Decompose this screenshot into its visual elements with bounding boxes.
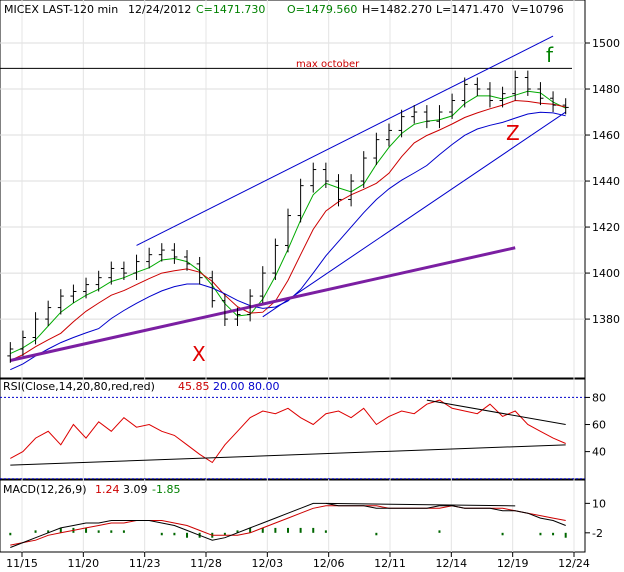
x-mark: X	[192, 342, 206, 366]
x-tick-label: 12/03	[251, 557, 283, 570]
overlay-layer	[0, 35, 572, 371]
price-tick-label: 1500	[592, 37, 620, 50]
x-tick-label: 12/14	[435, 557, 467, 570]
x-tick-label: 11/23	[129, 557, 161, 570]
max-october-label: max october	[296, 59, 360, 70]
f-mark: f	[546, 43, 554, 67]
rsi-line	[10, 399, 566, 464]
z-mark: Z	[506, 121, 520, 145]
close-label: C=1471.730	[196, 3, 265, 16]
rsi-layer	[0, 396, 585, 480]
slow-average-line	[10, 111, 566, 371]
rsi-value: 45.85	[178, 380, 210, 393]
macd-tick-label: -2	[592, 527, 603, 540]
x-tick-label: 11/28	[190, 557, 222, 570]
price-tick-label: 1420	[592, 221, 620, 234]
macd-v1: 1.24	[95, 483, 120, 496]
x-tick-label: 12/06	[313, 557, 345, 570]
symbol-label: MICEX LAST-120 min	[4, 3, 118, 16]
date-label: 12/24/2012	[128, 3, 191, 16]
mid-average-line	[10, 99, 566, 361]
rsi-panel-frame	[0, 378, 586, 480]
macd-tick-label: 10	[592, 497, 606, 510]
rsi-resistance-trendline	[426, 399, 566, 426]
macd-layer	[9, 502, 567, 548]
price-panel-frame	[0, 0, 586, 379]
axis-labels: 1380 1400 1420 1440 1460 1480 1500 11/15 11/20 11…	[6, 37, 620, 570]
open-label: O=1479.560	[287, 3, 357, 16]
x-tick-label: 11/15	[6, 557, 38, 570]
price-tick-label: 1480	[592, 83, 620, 96]
rsi-tick-label: 40	[592, 446, 606, 459]
price-bars	[7, 70, 569, 363]
price-tick-label: 1460	[592, 129, 620, 142]
price-tick-label: 1400	[592, 267, 620, 280]
high-label: H=1482.270	[362, 3, 432, 16]
x-tick-label: 11/20	[67, 557, 99, 570]
volume-label: V=10796	[512, 3, 564, 16]
channel-lower-line	[262, 111, 566, 318]
price-tick-label: 1380	[592, 313, 620, 326]
macd-line	[10, 502, 566, 548]
rsi-high: 80.00	[248, 380, 280, 393]
support-trendline	[9, 246, 516, 362]
rsi-label: RSI(Close,14,20,80,red,red)	[3, 380, 155, 393]
macd-v3: -1.85	[152, 483, 180, 496]
x-tick-label: 12/19	[497, 557, 529, 570]
macd-v2: 3.09	[123, 483, 148, 496]
macd-label: MACD(12,26,9)	[3, 483, 87, 496]
rsi-tick-label: 80	[592, 391, 606, 404]
rsi-support-trendline	[10, 444, 566, 466]
low-label: L=1471.470	[436, 3, 504, 16]
price-tick-label: 1440	[592, 175, 620, 188]
x-tick-label: 12/24	[558, 557, 590, 570]
channel-upper-line	[136, 35, 554, 246]
rsi-low: 20.00	[213, 380, 245, 393]
x-tick-label: 12/11	[374, 557, 406, 570]
macd-trendline	[325, 502, 516, 507]
rsi-tick-label: 60	[592, 419, 606, 432]
